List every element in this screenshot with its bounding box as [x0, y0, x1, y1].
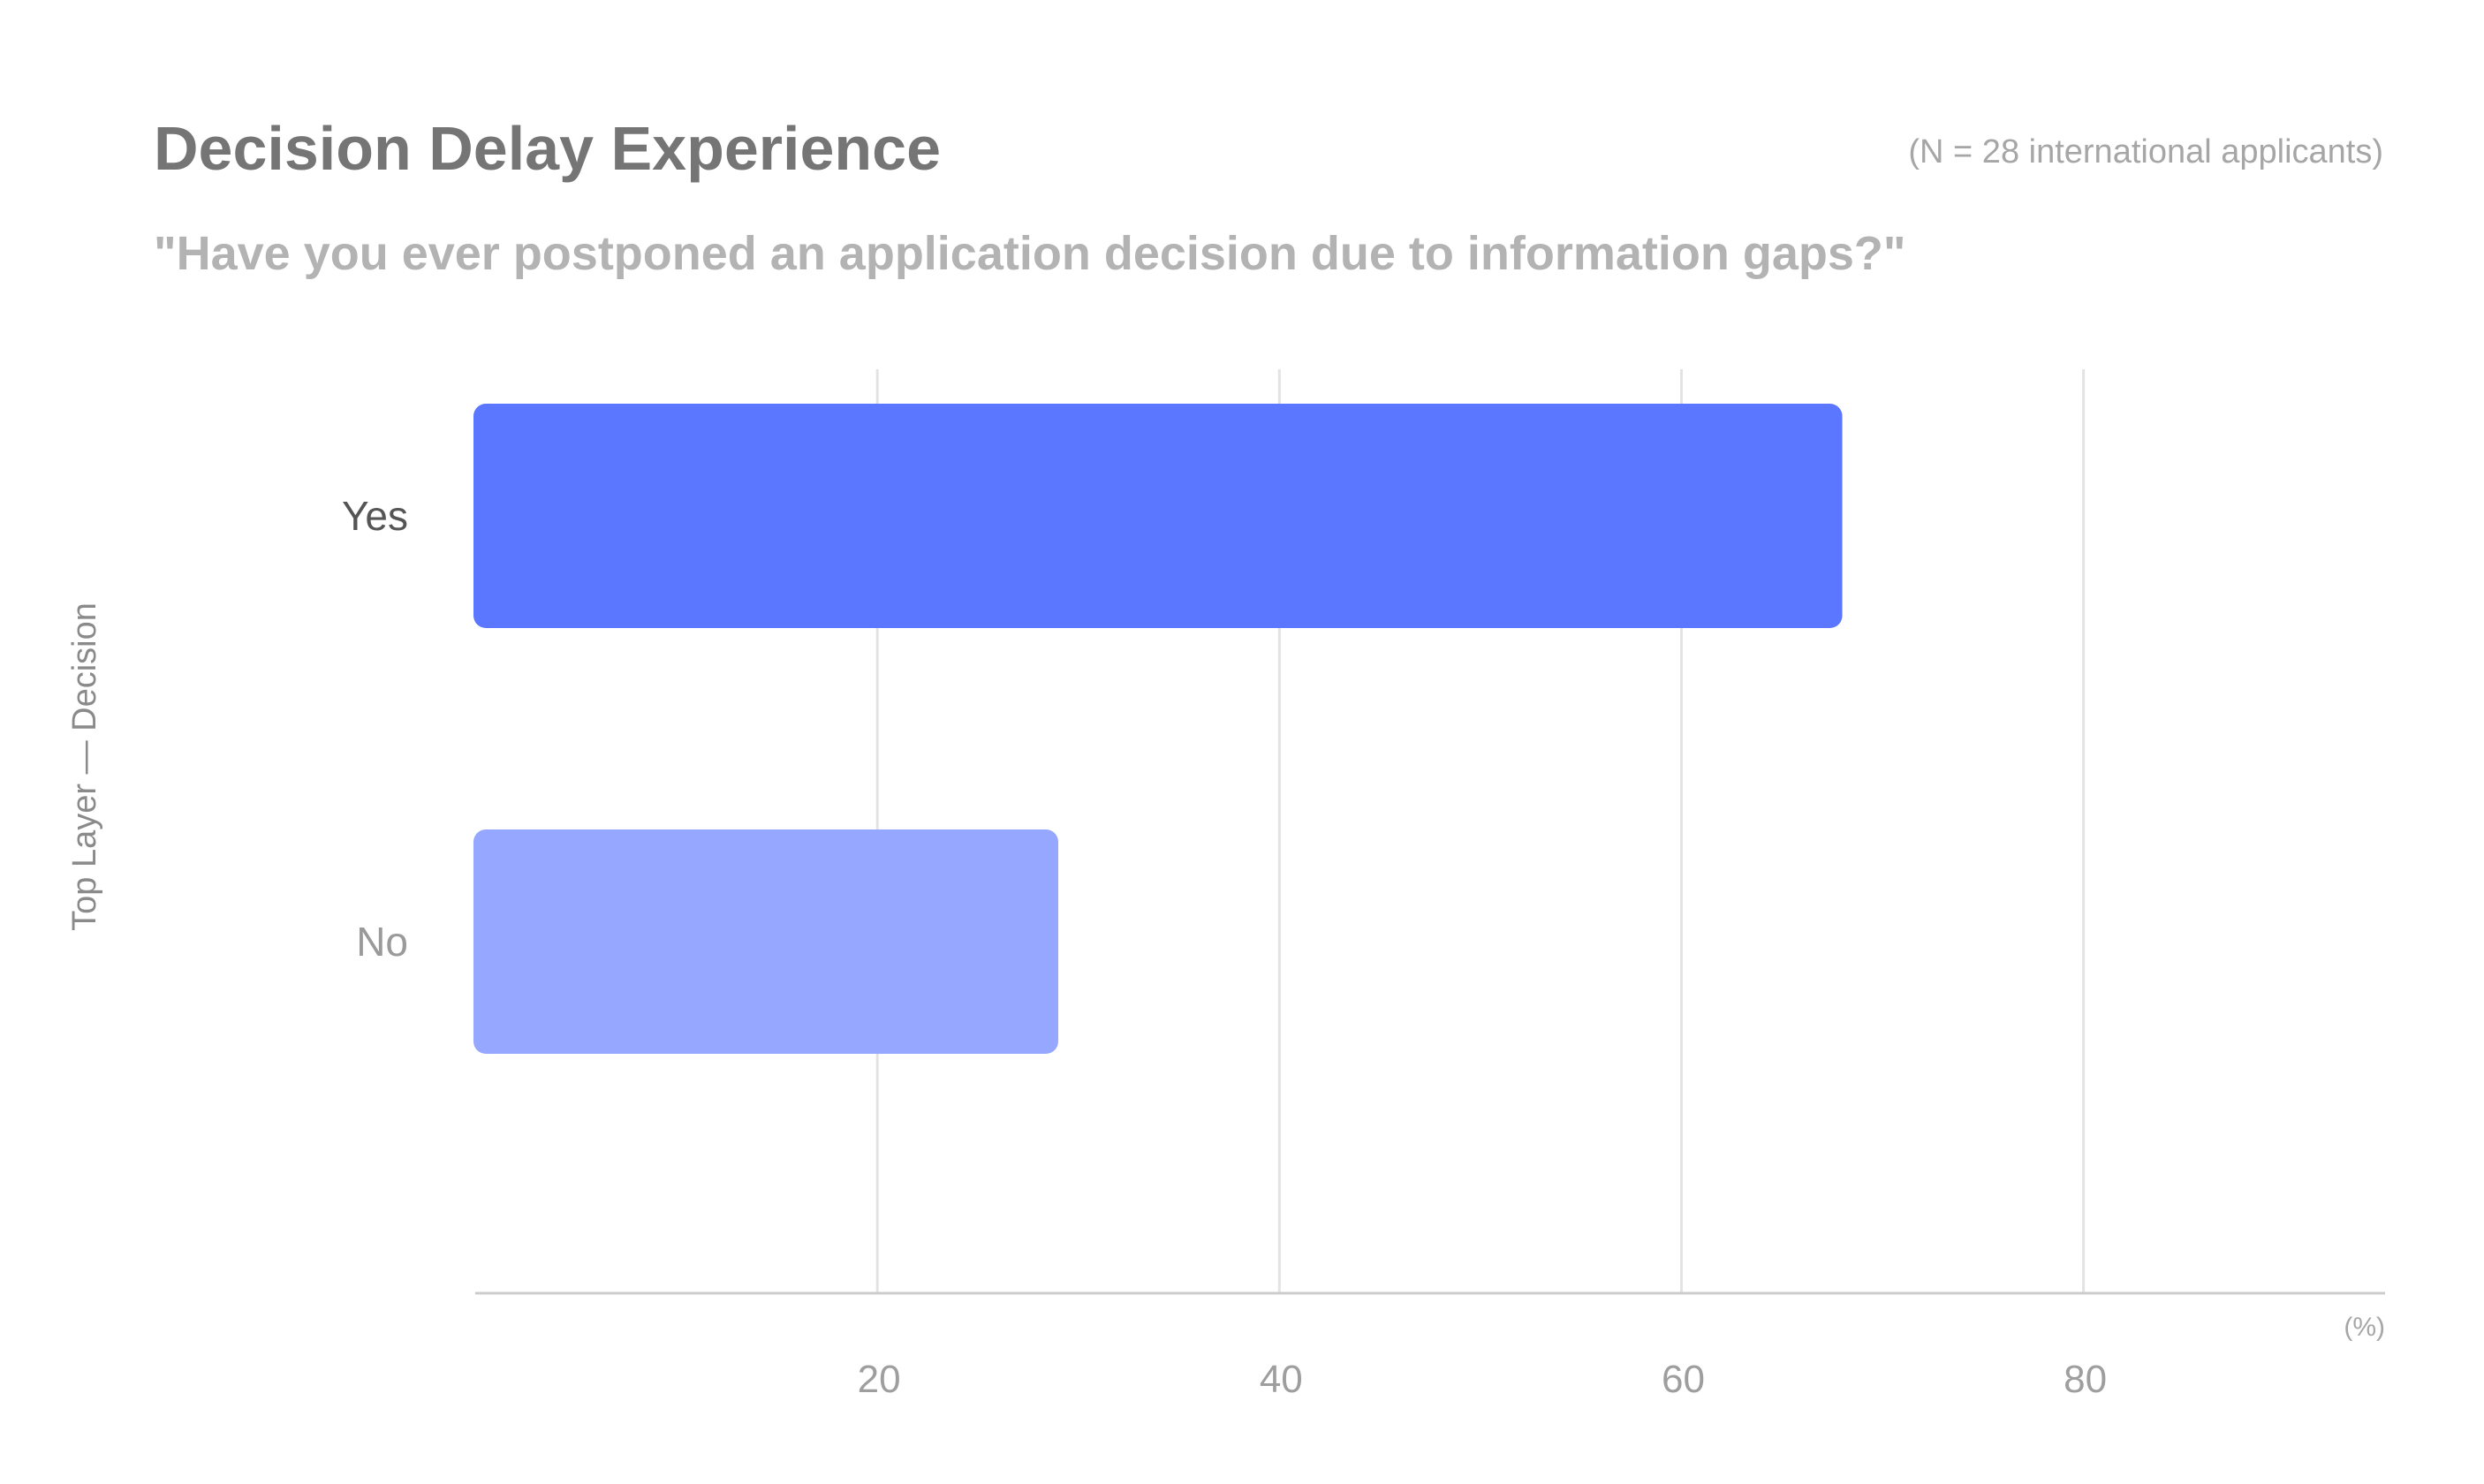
category-labels: Yes No — [342, 493, 408, 965]
bar-no — [473, 829, 1058, 1054]
chart-subtitle: "Have you ever postponed an application … — [154, 227, 1905, 280]
x-axis-unit: (%) — [2344, 1313, 2385, 1342]
bars — [473, 404, 1843, 1054]
category-label-no: No — [356, 919, 408, 965]
y-axis-title: Top Layer — Decision — [66, 602, 103, 931]
chart-title: Decision Delay Experience — [154, 114, 941, 183]
x-tick-label: 20 — [858, 1358, 901, 1401]
sample-size-note: (N = 28 international applicants) — [1908, 133, 2383, 170]
x-tick-label: 80 — [2064, 1358, 2107, 1401]
category-label-yes: Yes — [342, 493, 408, 539]
x-tick-labels: 20 40 60 80 — [858, 1358, 2107, 1401]
x-tick-label: 40 — [1260, 1358, 1303, 1401]
x-tick-label: 60 — [1662, 1358, 1705, 1401]
bar-yes — [473, 404, 1843, 628]
